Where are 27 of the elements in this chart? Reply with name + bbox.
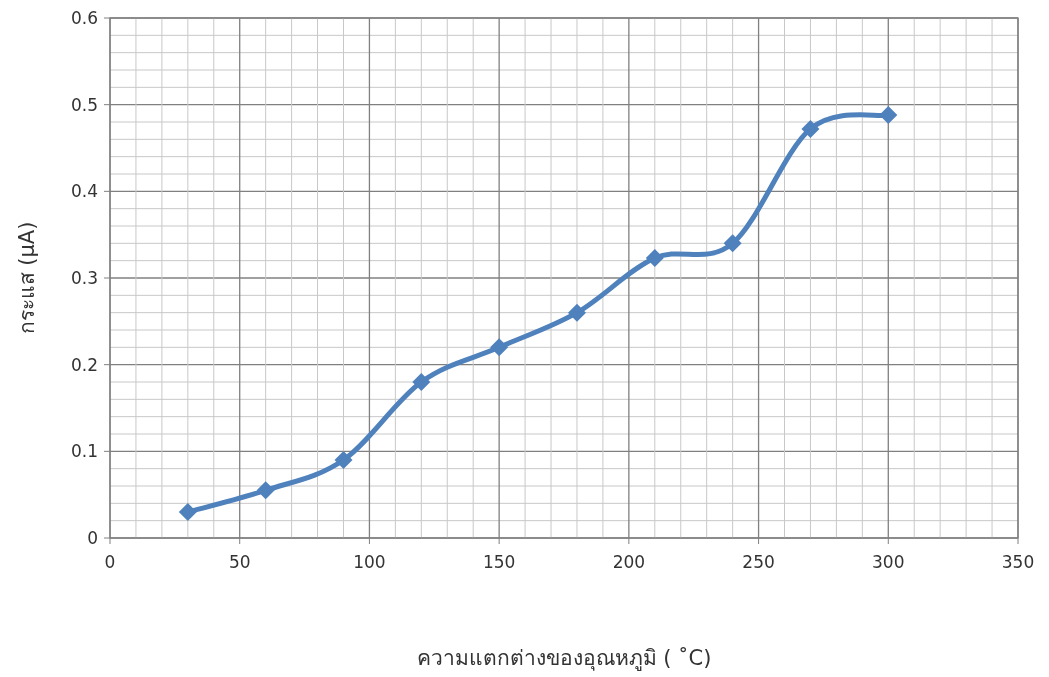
point bbox=[567, 303, 586, 322]
x-tick-label: 250 bbox=[742, 552, 775, 572]
x-tick-label: 50 bbox=[228, 552, 251, 572]
y-axis-title: กระแส (µA) bbox=[15, 221, 39, 335]
y-tick-label: 0.5 bbox=[70, 94, 98, 115]
point bbox=[645, 249, 664, 268]
x-tick-label: 300 bbox=[872, 552, 905, 572]
y-tick-label: 0.3 bbox=[70, 268, 98, 288]
point bbox=[178, 503, 197, 521]
x-tick-label: 200 bbox=[612, 552, 646, 572]
y-tick-label: 0.6 bbox=[70, 8, 98, 28]
x-axis-title: ความแตกต่างของอุณหภูมิ ( ˚C) bbox=[416, 646, 712, 671]
point bbox=[334, 451, 353, 469]
x-tick-label: 0 bbox=[104, 552, 116, 572]
y-tick-label: 0.4 bbox=[70, 181, 98, 202]
x-tick-label: 150 bbox=[482, 552, 516, 572]
y-tick-label: 0.1 bbox=[70, 441, 98, 462]
point bbox=[801, 119, 820, 138]
point bbox=[723, 234, 742, 253]
y-tick-label: 0 bbox=[87, 528, 98, 548]
point bbox=[256, 481, 275, 500]
y-tick-label: 0.2 bbox=[70, 354, 98, 375]
x-tick-label: 100 bbox=[353, 552, 386, 572]
x-tick-label: 350 bbox=[1001, 552, 1035, 572]
point bbox=[879, 106, 898, 125]
point bbox=[412, 373, 431, 391]
point bbox=[490, 338, 509, 357]
